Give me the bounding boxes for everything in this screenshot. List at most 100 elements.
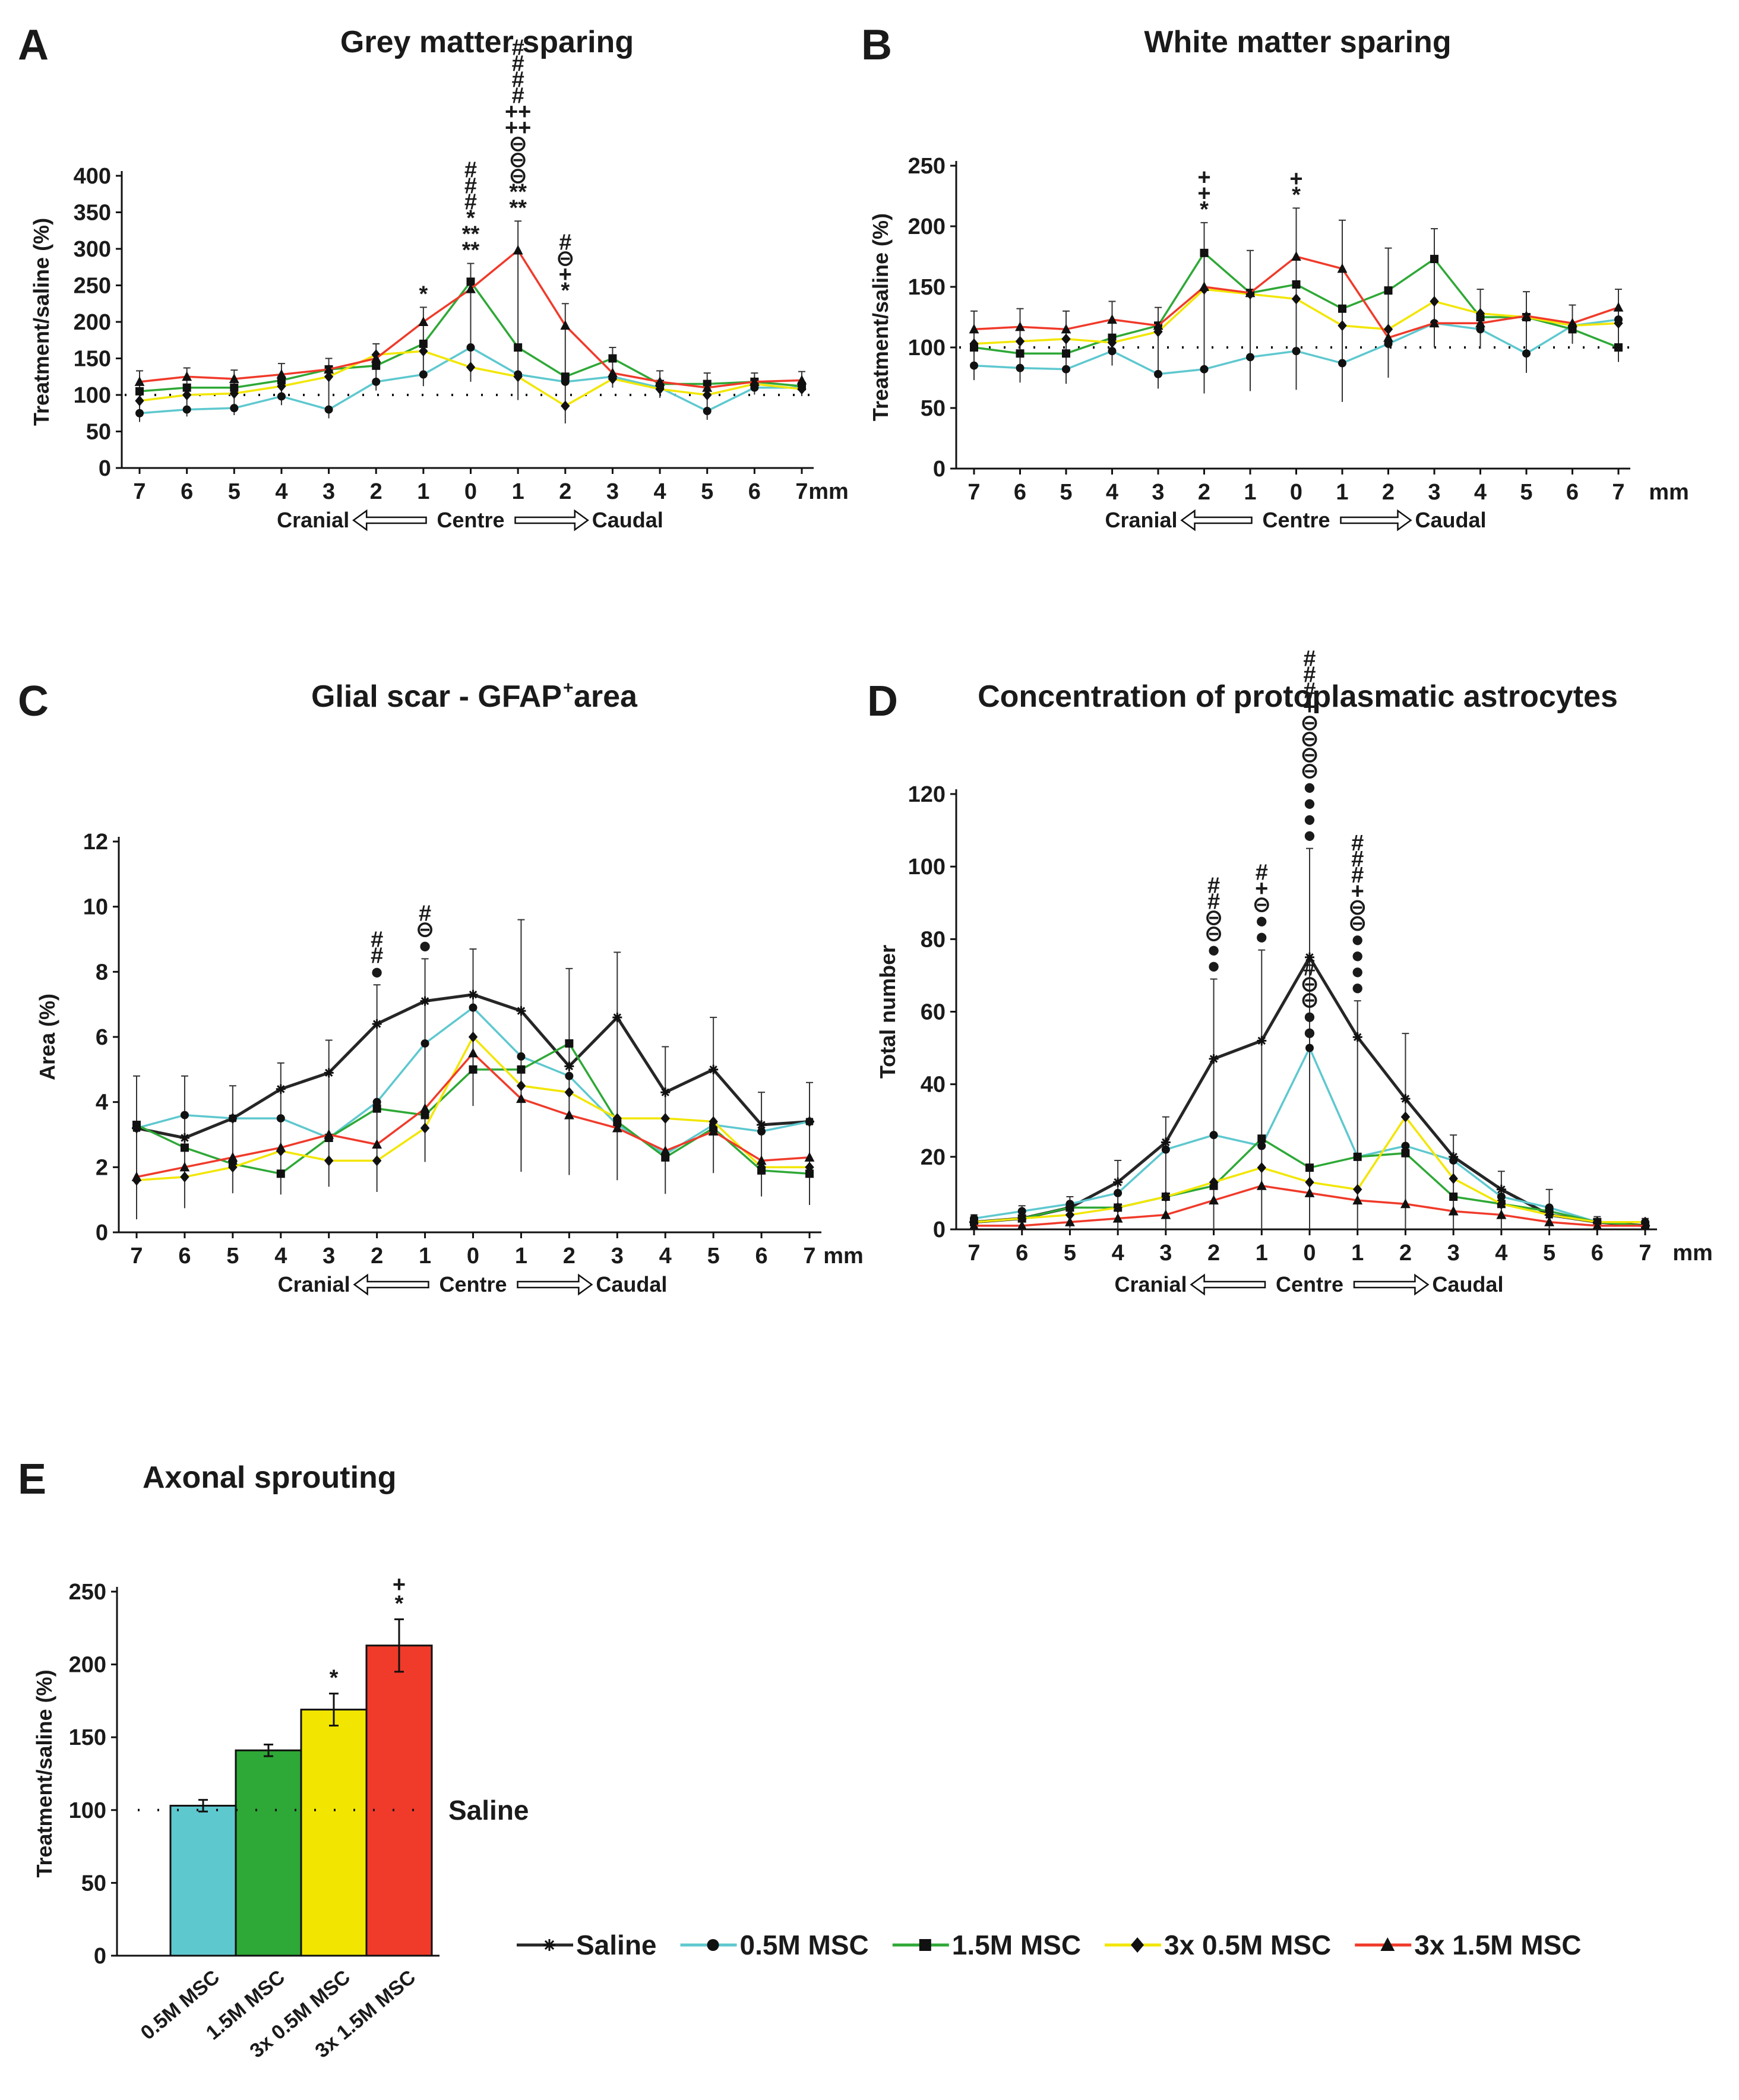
y-tick-label: 50 bbox=[81, 1871, 106, 1896]
data-point bbox=[655, 376, 665, 386]
data-point bbox=[1448, 1206, 1459, 1216]
data-point bbox=[324, 405, 333, 414]
x-tick-label: 1 bbox=[417, 479, 429, 504]
direction-caudal: Caudal bbox=[596, 1272, 667, 1296]
significance-mark: ⊖ bbox=[1300, 972, 1319, 997]
data-point bbox=[420, 1039, 429, 1048]
x-tick-label: 1 bbox=[1351, 1241, 1364, 1266]
arrow-right bbox=[517, 1273, 593, 1296]
significance-mark: # bbox=[464, 174, 477, 199]
data-point-ray bbox=[469, 990, 478, 999]
y-axis-label: Treatment/saline (%) bbox=[29, 218, 53, 426]
data-point bbox=[1305, 1043, 1314, 1052]
significance-mark: # bbox=[512, 67, 524, 92]
legend-label: 3x 0.5M MSC bbox=[1164, 1930, 1331, 1960]
data-point bbox=[1400, 1198, 1411, 1209]
data-point bbox=[466, 343, 475, 352]
data-point bbox=[324, 371, 334, 382]
data-point bbox=[372, 1155, 382, 1166]
panel-title: Grey matter sparing bbox=[340, 25, 634, 59]
x-tick-label: 5 bbox=[228, 479, 241, 504]
significance-mark: ● bbox=[1351, 927, 1364, 952]
panel-title: White matter sparing bbox=[1144, 25, 1451, 59]
x-tick-label: 1 bbox=[512, 479, 524, 504]
significance-mark: ● bbox=[1303, 775, 1317, 800]
x-tick-label: 3 bbox=[1159, 1241, 1172, 1266]
significance-mark: # bbox=[1303, 956, 1316, 981]
data-point bbox=[805, 1117, 814, 1126]
data-point bbox=[372, 361, 381, 370]
data-point bbox=[419, 346, 428, 357]
x-tick-label: 5 bbox=[1064, 1241, 1076, 1266]
significance-mark: ⊖ bbox=[1300, 759, 1319, 784]
significance-mark: ● bbox=[1303, 823, 1317, 848]
data-point bbox=[708, 1125, 719, 1136]
data-point bbox=[1401, 1141, 1410, 1150]
data-point bbox=[1613, 302, 1624, 312]
data-point bbox=[564, 1061, 574, 1071]
data-point-ray bbox=[1209, 1055, 1218, 1063]
data-point bbox=[561, 400, 570, 412]
legend-marker-icon bbox=[1380, 1937, 1395, 1951]
legend-marker-icon bbox=[707, 1939, 719, 1951]
data-point bbox=[804, 1152, 815, 1162]
data-point bbox=[1567, 318, 1577, 328]
x-tick-label: 7 bbox=[1612, 480, 1624, 505]
y-tick-label: 400 bbox=[74, 164, 111, 189]
significance-mark: ● bbox=[1303, 1020, 1317, 1045]
data-point bbox=[324, 363, 334, 374]
data-point bbox=[1614, 343, 1623, 352]
data-point bbox=[131, 1171, 142, 1181]
data-point bbox=[229, 373, 239, 383]
significance-mark: # bbox=[1303, 679, 1316, 704]
data-point bbox=[655, 384, 665, 395]
significance-mark: ** bbox=[509, 195, 527, 220]
data-point bbox=[969, 324, 979, 334]
significance-mark: * bbox=[419, 282, 428, 306]
x-tick-label: 0 bbox=[464, 479, 477, 504]
x-tick-label: 6 bbox=[755, 1244, 768, 1269]
data-point bbox=[757, 1127, 766, 1136]
significance-mark: # bbox=[371, 927, 383, 952]
data-point bbox=[703, 407, 712, 416]
data-point bbox=[324, 1129, 334, 1139]
y-tick-label: 10 bbox=[83, 895, 108, 920]
data-point bbox=[1430, 296, 1439, 307]
significance-mark: + bbox=[1197, 165, 1210, 190]
data-point bbox=[1154, 369, 1162, 378]
significance-mark: # bbox=[1256, 861, 1268, 885]
data-point bbox=[1015, 336, 1025, 347]
data-point bbox=[1449, 1173, 1458, 1184]
y-tick-label: 2 bbox=[96, 1155, 108, 1180]
data-point bbox=[749, 376, 760, 386]
direction-centre: Centre bbox=[437, 508, 504, 532]
data-point bbox=[805, 1169, 814, 1178]
x-tick-label: 5 bbox=[1060, 480, 1072, 505]
x-tick-label: 2 bbox=[1382, 480, 1395, 505]
data-point-ray bbox=[181, 1134, 189, 1142]
unit-label: mm bbox=[808, 479, 849, 504]
data-point bbox=[1337, 263, 1348, 273]
x-tick-label: 7 bbox=[967, 480, 980, 505]
significance-mark: # bbox=[371, 943, 383, 968]
y-tick-label: 50 bbox=[921, 396, 946, 421]
data-point bbox=[1497, 1193, 1506, 1201]
data-point bbox=[276, 1142, 286, 1152]
significance-mark: ● bbox=[1255, 909, 1269, 934]
significance-mark: + bbox=[1255, 877, 1268, 902]
direction-centre: Centre bbox=[1262, 508, 1330, 532]
data-point bbox=[660, 1112, 670, 1124]
data-point bbox=[1061, 333, 1071, 344]
data-point bbox=[1200, 248, 1209, 257]
data-point-ray bbox=[613, 1013, 622, 1021]
data-point bbox=[1256, 1180, 1267, 1190]
x-tick-label: 1 bbox=[515, 1244, 527, 1269]
significance-mark: ● bbox=[1303, 807, 1317, 832]
y-tick-label: 40 bbox=[921, 1073, 946, 1098]
y-tick-label: 80 bbox=[921, 927, 946, 952]
data-point bbox=[182, 405, 191, 414]
y-tick-label: 0 bbox=[96, 1220, 108, 1245]
significance-mark: * bbox=[466, 206, 475, 231]
y-tick-label: 50 bbox=[86, 420, 111, 445]
data-point-ray bbox=[372, 1020, 381, 1028]
